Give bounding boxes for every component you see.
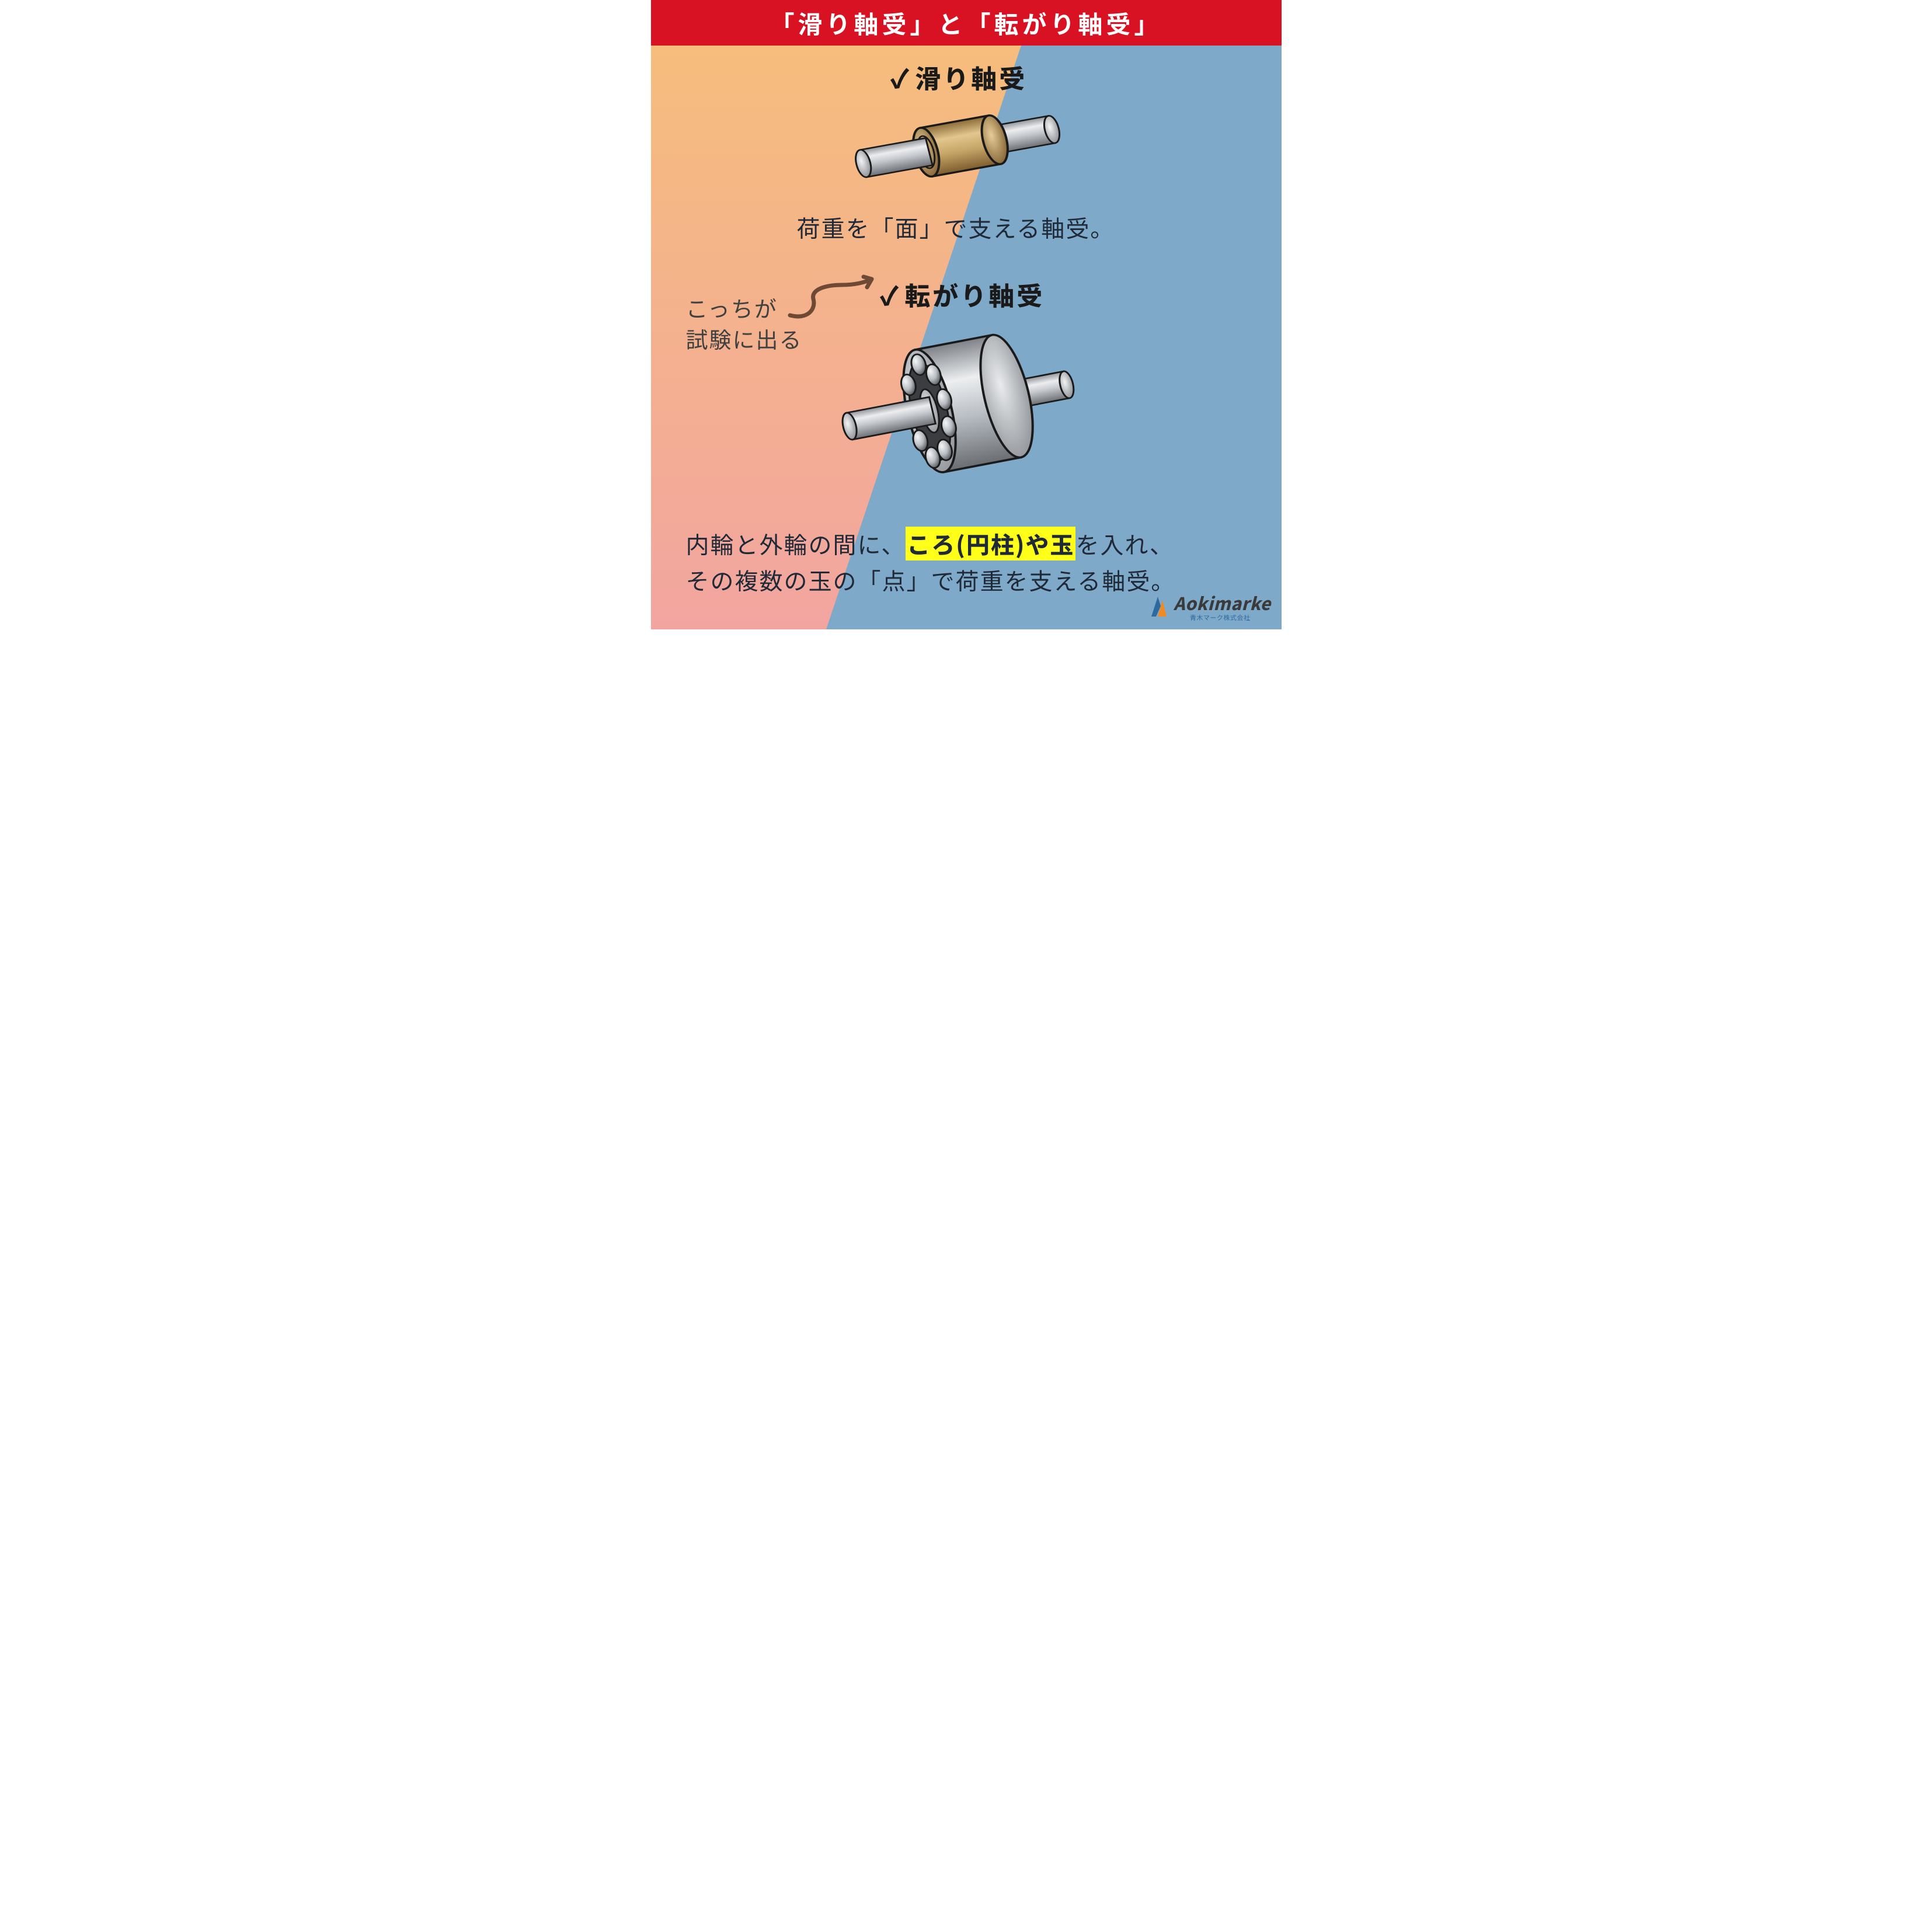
section2-desc: 内輪と外輪の間に、ころ(円柱)や玉を入れ、 その複数の玉の「点」で荷重を支える軸… — [686, 525, 1258, 598]
section1-desc: 荷重を「面」で支える軸受。 — [797, 209, 1115, 245]
section2-desc-line2: その複数の玉の「点」で荷重を支える軸受。 — [686, 563, 1176, 597]
header-bar: 「滑り軸受」と「転がり軸受」 — [651, 0, 1282, 46]
note-line2: 試験に出る — [686, 323, 803, 354]
logo-text: Aokimarke 青木マーク株式会社 — [1174, 590, 1271, 622]
plain-bearing-illustration — [838, 88, 1083, 204]
logo-main-text: Aokimarke — [1174, 590, 1271, 615]
logo-mark-icon — [1149, 593, 1169, 619]
logo-sub-text: 青木マーク株式会社 — [1190, 613, 1251, 622]
section1-desc-text: 荷重を「面」で支える軸受。 — [797, 210, 1115, 244]
infographic-canvas: 「滑り軸受」と「転がり軸受」 ✓ 滑り軸受 — [651, 0, 1282, 629]
section2-desc-pre: 内輪と外輪の間に、 — [686, 527, 906, 560]
section2-desc-highlight: ころ(円柱)や玉 — [906, 527, 1075, 560]
rolling-bearing-illustration — [814, 304, 1106, 502]
header-title: 「滑り軸受」と「転がり軸受」 — [770, 5, 1162, 41]
brand-logo: Aokimarke 青木マーク株式会社 — [1149, 590, 1271, 622]
section2-desc-post1: を入れ、 — [1075, 527, 1174, 560]
